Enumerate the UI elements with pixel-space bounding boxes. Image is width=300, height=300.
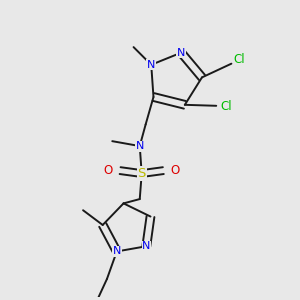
Text: N: N — [112, 247, 121, 256]
Text: N: N — [177, 48, 185, 58]
Text: O: O — [170, 164, 180, 177]
Text: N: N — [142, 241, 151, 251]
Text: N: N — [136, 141, 144, 151]
Text: O: O — [104, 164, 113, 177]
Text: Cl: Cl — [233, 53, 245, 66]
Text: S: S — [137, 167, 146, 180]
Text: N: N — [147, 60, 155, 70]
Text: Cl: Cl — [220, 100, 232, 113]
